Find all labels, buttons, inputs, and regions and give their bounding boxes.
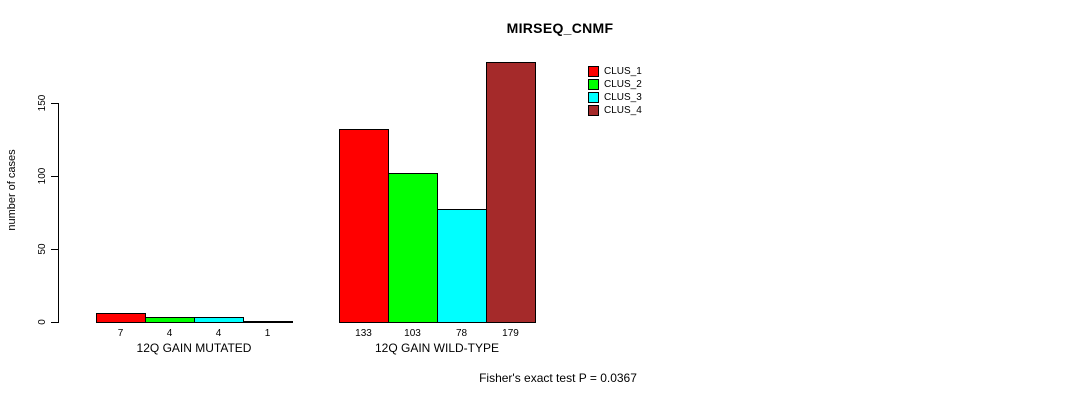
legend-item: CLUS_4 xyxy=(588,104,642,117)
annotation-text: Fisher's exact test P = 0.0367 xyxy=(479,371,637,385)
y-axis-line xyxy=(58,103,59,323)
legend-label: CLUS_4 xyxy=(604,105,642,116)
x-group-label: 12Q GAIN MUTATED xyxy=(136,341,252,355)
x-group-label: 12Q GAIN WILD-TYPE xyxy=(374,341,500,355)
bar-clus_1-group2 xyxy=(339,129,389,323)
bar-clus_4-group2 xyxy=(486,62,536,323)
y-tick-label: 150 xyxy=(37,94,48,112)
bar-value-label: 179 xyxy=(502,328,519,339)
bar-value-label: 4 xyxy=(166,328,173,339)
bar-value-label: 78 xyxy=(455,328,468,339)
y-axis-tick xyxy=(51,322,58,323)
legend-label: CLUS_1 xyxy=(604,66,642,77)
bar-value-label: 1 xyxy=(264,328,271,339)
legend: CLUS_1 CLUS_2 CLUS_3 CLUS_4 xyxy=(588,65,642,117)
y-tick-label: 100 xyxy=(37,167,48,185)
bar-clus_3-group1 xyxy=(194,317,244,323)
legend-swatch-clus_4 xyxy=(588,105,599,116)
bar-clus_2-group1 xyxy=(145,317,195,323)
bar-value-label: 103 xyxy=(404,328,421,339)
legend-item: CLUS_3 xyxy=(588,91,642,104)
bar-value-label: 4 xyxy=(215,328,222,339)
bar-clus_1-group1 xyxy=(96,313,146,323)
legend-swatch-clus_2 xyxy=(588,79,599,90)
bar-clus_2-group2 xyxy=(388,173,438,323)
y-axis-tick xyxy=(51,103,58,104)
bar-clus_3-group2 xyxy=(437,209,487,323)
y-axis-tick xyxy=(51,249,58,250)
bar-value-label: 133 xyxy=(355,328,372,339)
legend-item: CLUS_1 xyxy=(588,65,642,78)
y-axis-tick xyxy=(51,176,58,177)
bar-value-label: 7 xyxy=(117,328,124,339)
legend-item: CLUS_2 xyxy=(588,78,642,91)
y-tick-label: 50 xyxy=(37,243,48,255)
legend-swatch-clus_3 xyxy=(588,92,599,103)
legend-swatch-clus_1 xyxy=(588,66,599,77)
chart-title: MIRSEQ_CNMF xyxy=(506,20,614,36)
legend-label: CLUS_3 xyxy=(604,92,642,103)
y-tick-label: 0 xyxy=(37,319,48,325)
bar-clus_4-group1 xyxy=(243,321,293,323)
legend-label: CLUS_2 xyxy=(604,79,642,90)
